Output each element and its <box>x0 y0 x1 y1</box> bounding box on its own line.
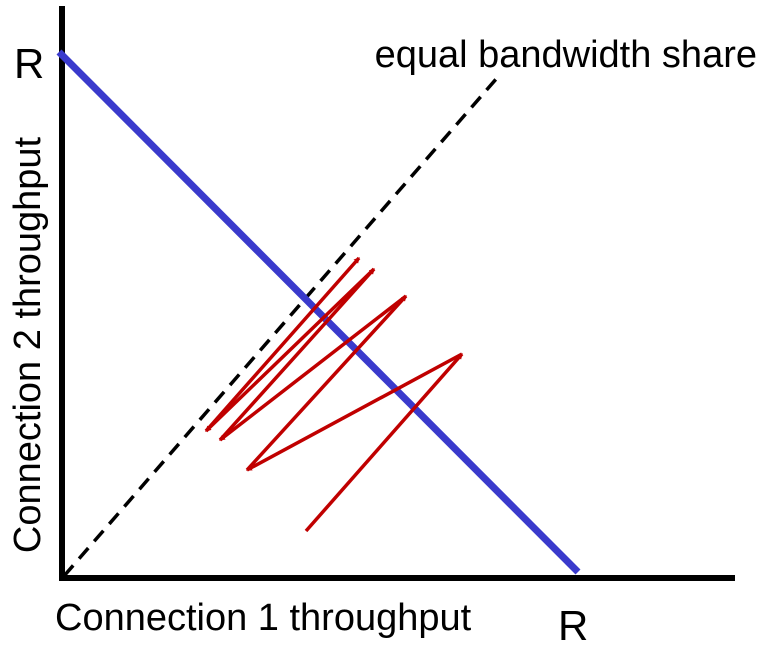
trajectory-arrow-3 <box>245 294 408 472</box>
trajectory-arrow-4 <box>218 294 408 442</box>
x-max-label: R <box>558 602 588 645</box>
y-axis-label: Connection 2 throughput <box>7 136 49 553</box>
trajectory-arrow-2 <box>245 352 463 472</box>
x-axis-label: Connection 1 throughput <box>55 597 472 639</box>
trajectory-arrow-1 <box>304 352 464 533</box>
equal-share-line <box>62 76 499 578</box>
trajectory <box>204 256 464 533</box>
trajectory-arrow-6 <box>204 267 376 433</box>
capacity-line <box>56 49 581 575</box>
y-max-label: R <box>14 40 44 87</box>
trajectory-arrow-5 <box>218 267 376 442</box>
trajectory-arrow-7 <box>204 256 361 433</box>
equal-share-label: equal bandwidth share <box>375 34 757 76</box>
